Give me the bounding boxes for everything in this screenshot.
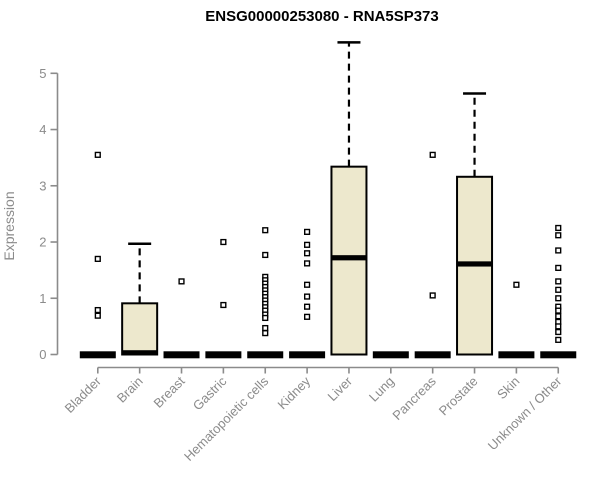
- x-label-lung: Lung: [366, 374, 397, 405]
- outlier-kidney: [304, 241, 311, 248]
- outlier-unknown-other: [555, 286, 562, 293]
- outlier-hematopoietic-cells: [262, 330, 269, 337]
- outlier-pancreas: [429, 292, 436, 299]
- box-collapsed-kidney: [289, 351, 326, 359]
- x-label-gastric: Gastric: [190, 373, 230, 413]
- outlier-hematopoietic-cells: [262, 251, 269, 259]
- box-collapsed-pancreas: [414, 351, 451, 359]
- outlier-unknown-other: [555, 232, 562, 239]
- x-label-bladder: Bladder: [62, 373, 105, 416]
- median-liver: [331, 255, 367, 261]
- y-tick-label: 2: [39, 235, 46, 250]
- outlier-hematopoietic-cells: [262, 227, 269, 234]
- y-axis-title: Expression: [1, 191, 17, 260]
- box-collapsed-skin: [498, 351, 535, 359]
- box-liver: [330, 165, 368, 356]
- outlier-points: [94, 151, 562, 343]
- outlier-hematopoietic-cells: [262, 324, 269, 332]
- outlier-kidney: [304, 313, 311, 320]
- y-axis: 0 1 2 3 4 5: [39, 66, 59, 362]
- x-label-brain: Brain: [114, 374, 146, 406]
- median-prostate: [457, 261, 493, 267]
- outlier-kidney: [304, 293, 311, 300]
- outlier-unknown-other: [555, 323, 562, 330]
- y-tick-label: 0: [39, 347, 46, 362]
- outlier-unknown-other: [555, 307, 562, 314]
- box-series: [79, 41, 577, 359]
- x-label-breast: Breast: [150, 373, 187, 410]
- x-label-skin: Skin: [494, 374, 522, 402]
- x-label-prostate: Prostate: [436, 374, 481, 419]
- outlier-bladder: [94, 255, 101, 262]
- outlier-unknown-other: [555, 328, 562, 336]
- x-label-unknown-other: Unknown / Other: [485, 373, 565, 453]
- outlier-unknown-other: [555, 313, 562, 320]
- box-collapsed-unknown-other: [540, 351, 577, 359]
- chart-title: ENSG00000253080 - RNA5SP373: [205, 8, 438, 25]
- outlier-skin: [513, 281, 520, 288]
- outlier-bladder: [94, 312, 101, 319]
- outlier-kidney: [304, 303, 311, 310]
- outlier-breast: [178, 278, 185, 285]
- outlier-gastric: [220, 238, 227, 246]
- box-collapsed-lung: [372, 351, 409, 359]
- x-label-pancreas: Pancreas: [389, 373, 439, 423]
- outlier-hematopoietic-cells: [262, 314, 269, 322]
- x-label-kidney: Kidney: [275, 373, 314, 412]
- outlier-bladder: [94, 306, 101, 314]
- outlier-kidney: [304, 228, 311, 235]
- outlier-unknown-other: [555, 247, 562, 254]
- outlier-kidney: [304, 250, 311, 257]
- outlier-unknown-other: [555, 264, 562, 271]
- box-collapsed-breast: [163, 351, 200, 359]
- box-collapsed-bladder: [79, 351, 116, 359]
- outlier-kidney: [304, 260, 311, 267]
- x-label-liver: Liver: [325, 373, 356, 404]
- box-collapsed-hematopoietic-cells: [247, 351, 284, 359]
- box-collapsed-gastric: [205, 351, 242, 359]
- y-tick-label: 1: [39, 291, 46, 306]
- outlier-unknown-other: [555, 336, 562, 343]
- y-tick-label: 4: [39, 122, 46, 137]
- outlier-unknown-other: [555, 224, 562, 232]
- y-tick-label: 5: [39, 66, 46, 81]
- y-tick-label: 3: [39, 178, 46, 193]
- median-brain: [122, 350, 158, 356]
- outlier-gastric: [220, 301, 227, 309]
- outlier-unknown-other: [555, 278, 562, 285]
- outlier-bladder: [94, 151, 101, 158]
- outlier-pancreas: [429, 151, 436, 158]
- box-brain: [121, 302, 159, 356]
- outlier-kidney: [304, 281, 311, 288]
- outlier-unknown-other: [555, 295, 562, 302]
